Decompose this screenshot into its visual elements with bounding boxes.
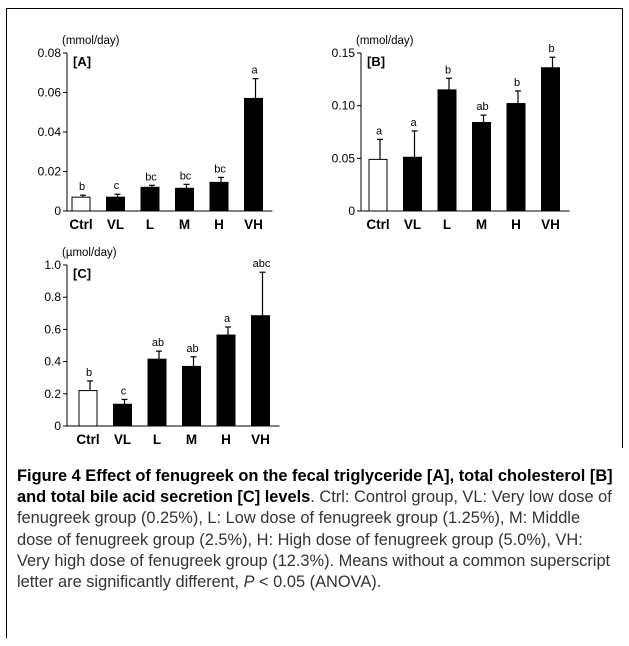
y-tick-label: 1.0	[44, 258, 61, 272]
y-tick-label: 0.4	[44, 355, 61, 369]
significance-letter: b	[445, 64, 451, 76]
caption-text: . Ctrl: Control group, VL: Very low dose…	[17, 488, 612, 592]
x-tick-label: H	[221, 432, 231, 447]
x-tick-label: VL	[404, 217, 421, 232]
y-tick-label: 0.06	[38, 86, 62, 100]
significance-letter: abc	[253, 258, 271, 270]
panel-label: [A]	[73, 54, 91, 69]
caption-text-end: < 0.05 (ANOVA).	[254, 573, 382, 592]
unit-label: (µmol/day)	[62, 247, 117, 259]
bar	[113, 403, 132, 427]
bar	[140, 186, 160, 212]
frame-right-edge	[622, 8, 623, 448]
significance-letter: bc	[214, 163, 226, 175]
bar	[106, 196, 125, 212]
y-tick-label: 0.8	[44, 290, 61, 304]
y-tick-label: 0.15	[332, 46, 356, 60]
x-tick-label: L	[443, 217, 451, 232]
x-tick-label: Ctrl	[366, 217, 389, 232]
unit-label: (mmol/day)	[356, 35, 414, 47]
significance-letter: b	[548, 43, 554, 55]
bar	[182, 365, 201, 427]
x-tick-label: VH	[251, 432, 270, 447]
x-tick-label: M	[476, 217, 487, 232]
significance-letter: a	[251, 65, 258, 77]
bar	[71, 196, 91, 212]
bar	[541, 67, 560, 212]
frame-top-edge	[6, 8, 623, 9]
significance-letter: b	[79, 181, 85, 193]
significance-letter: ab	[152, 337, 164, 349]
bar	[437, 89, 457, 212]
y-tick-label: 0.2	[44, 387, 61, 401]
significance-letter: c	[114, 180, 120, 192]
caption-p-symbol: P	[243, 573, 255, 592]
significance-letter: b	[86, 367, 92, 379]
y-tick-label: 0.08	[38, 46, 62, 60]
significance-letter: ab	[476, 101, 488, 113]
unit-label: (mmol/day)	[62, 35, 120, 47]
significance-letter: ab	[186, 343, 198, 355]
significance-letter: b	[514, 77, 520, 89]
significance-letter: a	[376, 125, 383, 137]
y-tick-label: 0.6	[44, 322, 61, 336]
y-tick-label: 0.04	[38, 125, 62, 139]
figure-caption: Figure 4 Effect of fenugreek on the feca…	[17, 466, 613, 593]
x-tick-label: VH	[244, 217, 263, 232]
bar	[368, 158, 388, 212]
bar	[175, 187, 194, 212]
x-tick-label: VL	[107, 217, 124, 232]
bar	[216, 334, 236, 427]
bar	[244, 97, 263, 212]
x-tick-label: H	[214, 217, 224, 232]
x-tick-label: M	[179, 217, 190, 232]
x-tick-label: VL	[114, 432, 131, 447]
panel-label: [C]	[73, 266, 91, 281]
significance-letter: bc	[145, 171, 157, 183]
significance-letter: c	[121, 385, 127, 397]
x-tick-label: Ctrl	[76, 432, 99, 447]
x-tick-label: Ctrl	[69, 217, 92, 232]
caption-figure-label: Figure 4 Effect of fenugreek on the feca…	[17, 467, 613, 507]
bar	[506, 103, 526, 212]
y-tick-label: 0.10	[332, 99, 356, 113]
y-tick-label: 0.05	[332, 151, 356, 165]
bar	[147, 358, 167, 427]
figure-frame	[6, 8, 623, 638]
x-tick-label: M	[186, 432, 197, 447]
bar	[472, 122, 491, 212]
bar	[403, 156, 422, 212]
x-tick-label: L	[153, 432, 161, 447]
x-tick-label: L	[146, 217, 154, 232]
bar	[251, 315, 270, 427]
significance-letter: a	[410, 117, 417, 129]
y-tick-label: 0.02	[38, 165, 62, 179]
x-tick-label: H	[511, 217, 521, 232]
panel-label: [B]	[367, 54, 385, 69]
frame-left-edge	[6, 8, 7, 638]
significance-letter: bc	[180, 170, 192, 182]
x-tick-label: VH	[541, 217, 560, 232]
y-tick-label: 0	[54, 204, 61, 218]
bar	[78, 390, 98, 427]
bar	[209, 181, 229, 212]
significance-letter: a	[224, 313, 231, 325]
y-tick-label: 0	[348, 204, 355, 218]
y-tick-label: 0	[54, 419, 61, 433]
